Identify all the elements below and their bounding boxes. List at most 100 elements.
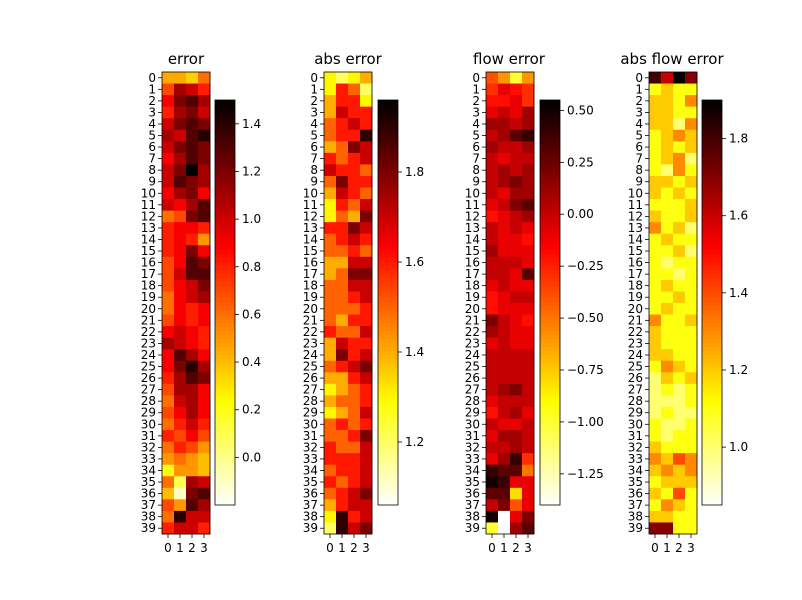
colorbar-segment: [702, 395, 722, 401]
heatmap-cell: [522, 141, 535, 154]
colorbar-segment: [378, 148, 398, 154]
colorbar-segment: [540, 136, 560, 141]
heatmap-cell: [186, 72, 199, 84]
row-tick-label: 38: [303, 510, 318, 524]
row-tick-label: 5: [148, 129, 156, 143]
heatmap-cell: [685, 360, 698, 373]
panel-title: error: [168, 50, 205, 68]
heatmap-cell: [198, 279, 211, 292]
heatmap-cell: [685, 279, 698, 292]
heatmap-cell: [510, 256, 523, 269]
heatmap-cell: [324, 406, 337, 419]
heatmap-cell: [324, 268, 337, 281]
heatmap-cell: [498, 256, 511, 269]
heatmap-cell: [661, 395, 674, 408]
heatmap-cell: [186, 337, 199, 350]
heatmap-cell: [336, 72, 349, 84]
row-tick-label: 19: [303, 290, 318, 304]
colorbar-tick-label: −1.00: [567, 415, 604, 429]
heatmap-cell: [174, 383, 187, 396]
colorbar-segment: [378, 104, 398, 109]
heatmap-cell: [522, 291, 535, 304]
row-tick-label: 23: [303, 336, 318, 350]
heatmap-cell: [174, 395, 187, 408]
colorbar-segment: [702, 302, 722, 307]
row-tick-label: 5: [635, 129, 643, 143]
heatmap-cell: [360, 360, 373, 373]
heatmap-cell: [360, 106, 373, 119]
row-tick-label: 30: [303, 417, 318, 431]
row-tick-label: 33: [465, 452, 480, 466]
col-tick-label: 3: [362, 541, 370, 555]
heatmap-cell: [348, 222, 361, 235]
colorbar-segment: [378, 290, 398, 295]
heatmap-cell: [522, 406, 535, 419]
heatmap-cell: [661, 233, 674, 246]
heatmap-cell: [685, 314, 698, 327]
heatmap-cell: [486, 303, 499, 315]
heatmap-cell: [348, 395, 361, 408]
colorbar-segment: [702, 411, 722, 417]
heatmap-cell: [685, 395, 698, 408]
heatmap-cell: [522, 129, 535, 142]
heatmap-cell: [649, 268, 662, 281]
heatmap-cell: [522, 95, 535, 108]
colorbar-segment: [215, 464, 235, 469]
heatmap-cell: [498, 499, 511, 512]
heatmap-cell: [336, 406, 349, 419]
heatmap-cell: [661, 245, 674, 258]
heatmap-cell: [162, 487, 175, 500]
row-tick-label: 35: [141, 475, 156, 489]
colorbar-segment: [378, 116, 398, 121]
heatmap-cell: [348, 360, 361, 373]
row-tick-label: 22: [303, 325, 318, 339]
row-tick-label: 3: [472, 105, 480, 119]
heatmap-cell: [360, 314, 373, 327]
colorbar-segment: [215, 185, 235, 190]
heatmap-cell: [174, 418, 187, 431]
heatmap-cell: [336, 210, 349, 223]
colorbar-tick-label: 1.4: [405, 345, 424, 359]
colorbar-segment: [540, 100, 560, 105]
colorbar-segment: [215, 120, 235, 125]
colorbar-segment: [702, 201, 722, 206]
heatmap-cell: [498, 245, 511, 258]
heatmap-cell: [174, 499, 187, 512]
colorbar-segment: [378, 164, 398, 170]
row-tick-label: 2: [635, 94, 643, 108]
row-tick-label: 23: [465, 336, 480, 350]
heatmap-cell: [498, 95, 511, 108]
colorbar-segment: [540, 391, 560, 397]
heatmap-cell: [324, 291, 337, 304]
heatmap-cell: [522, 222, 535, 235]
colorbar-segment: [702, 359, 722, 364]
heatmap-cell: [360, 441, 373, 454]
heatmap-cell: [360, 152, 373, 165]
row-tick-label: 3: [310, 105, 318, 119]
heatmap-cell: [510, 95, 523, 108]
heatmap-cell: [498, 418, 511, 431]
heatmap-cell: [510, 337, 523, 350]
colorbar-segment: [215, 274, 235, 279]
heatmap-cell: [336, 129, 349, 142]
heatmap-cell: [198, 95, 211, 108]
colorbar-segment: [215, 322, 235, 328]
colorbar-segment: [378, 306, 398, 311]
colorbar-segment: [540, 496, 560, 502]
colorbar-segment: [378, 176, 398, 182]
heatmap-cell: [348, 372, 361, 385]
heatmap-cell: [336, 118, 349, 131]
heatmap-cell: [162, 175, 175, 188]
colorbar-segment: [540, 132, 560, 137]
row-tick-label: 36: [465, 487, 480, 501]
heatmap-cell: [661, 383, 674, 396]
colorbar-segment: [702, 193, 722, 198]
colorbar-segment: [702, 213, 722, 218]
colorbar-segment: [702, 306, 722, 311]
row-tick-label: 15: [141, 244, 156, 258]
row-tick-label: 20: [465, 302, 480, 316]
heatmap-cell: [174, 303, 187, 315]
colorbar-tick-label: 1.2: [405, 435, 424, 449]
row-tick-label: 37: [628, 498, 643, 512]
heatmap-cell: [522, 464, 535, 477]
